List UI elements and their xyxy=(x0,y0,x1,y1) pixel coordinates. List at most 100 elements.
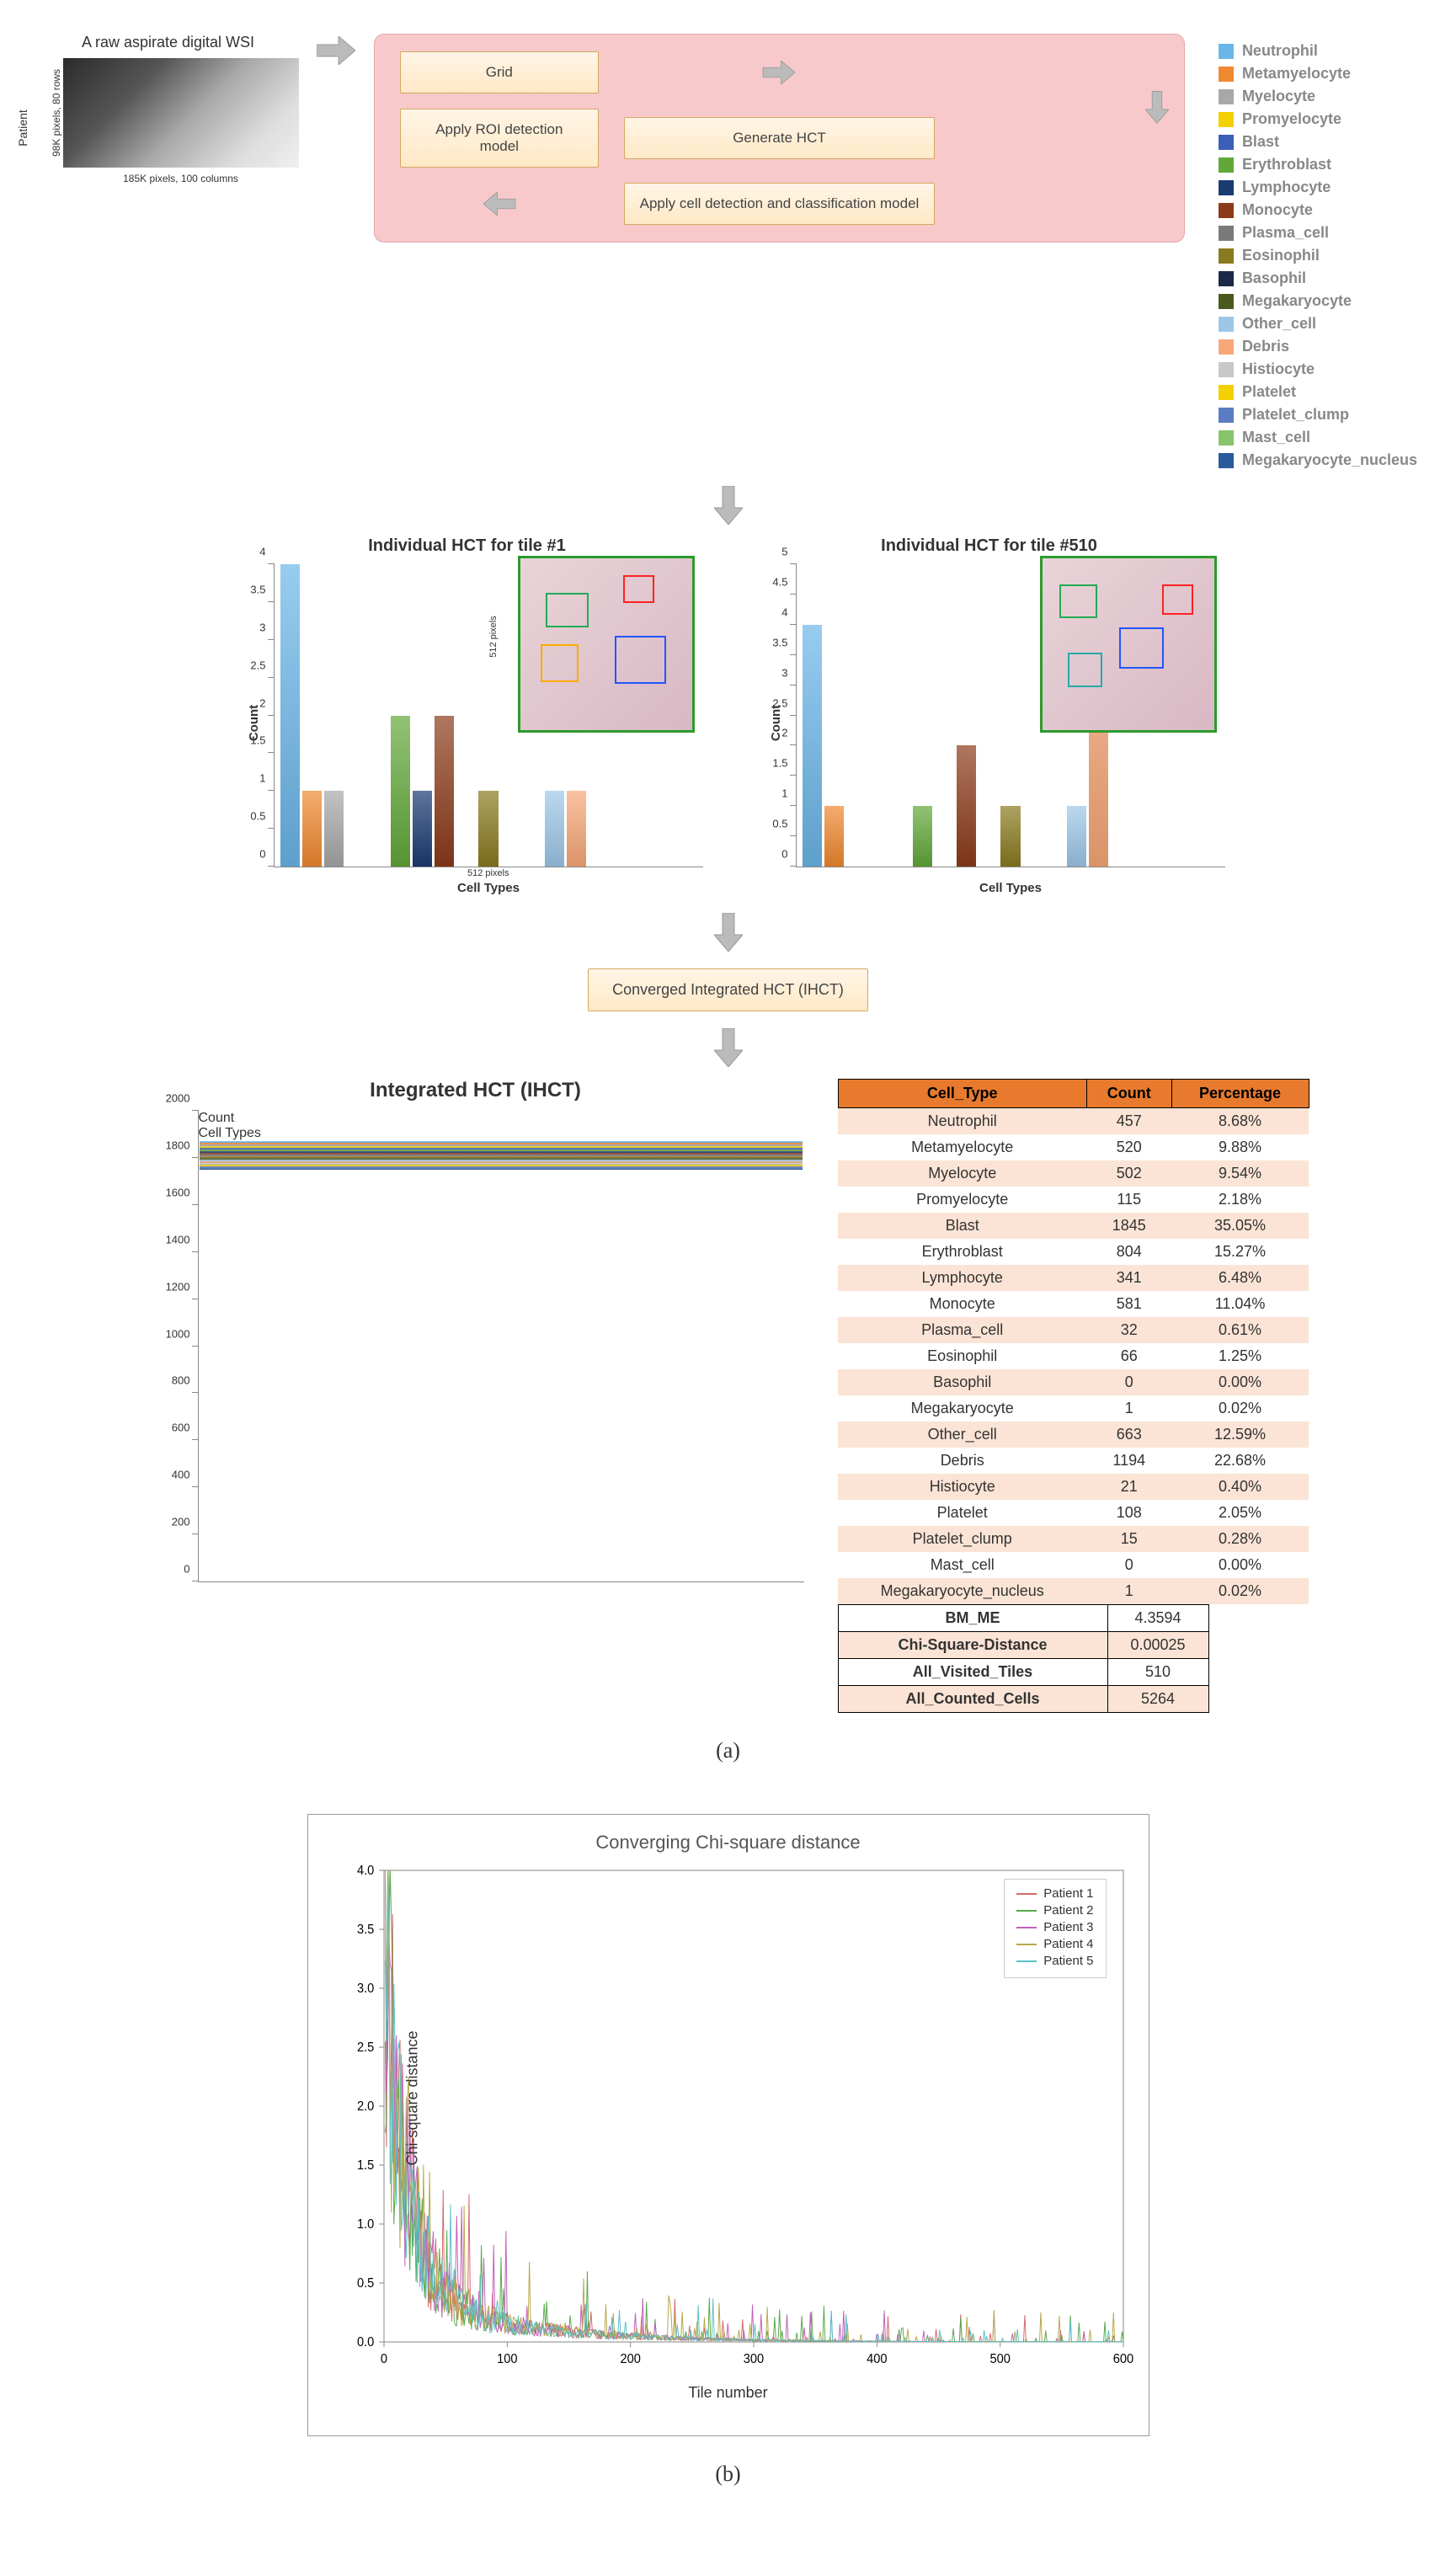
svg-text:0: 0 xyxy=(380,2351,387,2366)
legend-item: Erythroblast xyxy=(1219,156,1419,173)
hct510-xlabel: Cell Types xyxy=(979,881,1042,895)
table-cell: Erythroblast xyxy=(838,1239,1086,1265)
arrow-right-icon xyxy=(624,61,936,84)
table-row: Monocyte58111.04% xyxy=(838,1291,1309,1317)
ihct-xlabel: Cell Types xyxy=(199,1126,804,1141)
table-cell: 1194 xyxy=(1086,1448,1171,1474)
hct1-chart: Count Cell Types 512 pixels 512 pixels 0… xyxy=(274,564,703,867)
legend-label: Myelocyte xyxy=(1242,88,1315,105)
bar xyxy=(391,716,410,867)
figb-ylabel: Chi-square distance xyxy=(403,2030,421,2165)
ytick-label: 1 xyxy=(241,772,266,785)
arrow-down-icon xyxy=(38,913,1419,952)
table-cell: Blast xyxy=(838,1213,1086,1239)
summary-label: All_Visited_Tiles xyxy=(838,1659,1107,1686)
bar xyxy=(478,791,498,867)
table-cell: Lymphocyte xyxy=(838,1265,1086,1291)
table-row: Metamyelocyte5209.88% xyxy=(838,1134,1309,1160)
bar xyxy=(957,745,976,867)
legend-swatch xyxy=(1219,203,1234,218)
step-generate-hct: Generate HCT xyxy=(624,117,936,159)
ytick-label: 600 xyxy=(165,1422,190,1434)
line-legend-label: Patient 4 xyxy=(1043,1937,1093,1951)
table-row: Other_cell66312.59% xyxy=(838,1422,1309,1448)
bar xyxy=(1067,806,1086,867)
table-row: Promyelocyte1152.18% xyxy=(838,1187,1309,1213)
legend-item: Other_cell xyxy=(1219,315,1419,333)
ytick-label: 1000 xyxy=(165,1327,190,1340)
legend-swatch xyxy=(1219,453,1234,468)
svg-text:200: 200 xyxy=(620,2351,640,2366)
step-roi: Apply ROI detection model xyxy=(400,109,599,168)
ytick-label: 5 xyxy=(763,546,788,558)
legend-item: Plasma_cell xyxy=(1219,224,1419,242)
ytick-label: 3.5 xyxy=(763,636,788,648)
line-legend-item: Patient 5 xyxy=(1016,1954,1093,1968)
legend-label: Mast_cell xyxy=(1242,429,1310,446)
tile1-ylabel: 512 pixels xyxy=(488,616,499,658)
legend-item: Megakaryocyte xyxy=(1219,292,1419,310)
ihct-chart: Count Cell Types 02004006008001000120014… xyxy=(198,1111,804,1582)
ytick-label: 0 xyxy=(165,1563,190,1576)
bar xyxy=(803,625,822,867)
arrow-right-icon xyxy=(316,34,358,67)
summary-value: 510 xyxy=(1107,1659,1208,1686)
table-header: Percentage xyxy=(1171,1080,1309,1108)
table-row: Platelet_clump150.28% xyxy=(838,1526,1309,1552)
table-cell: 0 xyxy=(1086,1552,1171,1578)
table-row: Debris119422.68% xyxy=(838,1448,1309,1474)
table-cell: 0.00% xyxy=(1171,1552,1309,1578)
ytick-label: 200 xyxy=(165,1516,190,1528)
wsi-xlabel: 185K pixels, 100 columns xyxy=(63,173,299,184)
table-row: Eosinophil661.25% xyxy=(838,1343,1309,1369)
table-cell: 341 xyxy=(1086,1265,1171,1291)
legend-label: Megakaryocyte_nucleus xyxy=(1242,451,1417,469)
table-row: Neutrophil4578.68% xyxy=(838,1108,1309,1135)
legend-label: Megakaryocyte xyxy=(1242,292,1352,310)
summary-row: BM_ME4.3594 xyxy=(838,1605,1208,1632)
svg-text:2.0: 2.0 xyxy=(356,2099,373,2115)
table-cell: 520 xyxy=(1086,1134,1171,1160)
converge-box-wrap: Converged Integrated HCT (IHCT) xyxy=(38,968,1419,1011)
summary-row: Chi-Square-Distance0.00025 xyxy=(838,1632,1208,1659)
arrow-left-icon xyxy=(400,192,599,216)
line-swatch xyxy=(1016,1927,1037,1928)
table-row: Erythroblast80415.27% xyxy=(838,1239,1309,1265)
table-cell: 2.05% xyxy=(1171,1500,1309,1526)
line-legend-label: Patient 3 xyxy=(1043,1920,1093,1934)
patient-legend: Patient 1Patient 2Patient 3Patient 4Pati… xyxy=(1004,1879,1106,1978)
wsi-block: A raw aspirate digital WSI Patient 98K p… xyxy=(38,34,299,184)
summary-row: All_Counted_Cells5264 xyxy=(838,1686,1208,1713)
legend-item: Histiocyte xyxy=(1219,360,1419,378)
tile1-xlabel: 512 pixels xyxy=(467,868,509,878)
table-cell: 1 xyxy=(1086,1395,1171,1422)
legend-swatch xyxy=(1219,271,1234,286)
table-cell: 9.54% xyxy=(1171,1160,1309,1187)
figb-xlabel: Tile number xyxy=(333,2384,1123,2402)
ytick-label: 0 xyxy=(241,848,266,861)
ytick-label: 0 xyxy=(763,848,788,861)
table-cell: Debris xyxy=(838,1448,1086,1474)
table-row: Blast184535.05% xyxy=(838,1213,1309,1239)
summary-row: All_Visited_Tiles510 xyxy=(838,1659,1208,1686)
table-cell: 0.61% xyxy=(1171,1317,1309,1343)
table-cell: Megakaryocyte_nucleus xyxy=(838,1578,1086,1604)
table-row: Megakaryocyte10.02% xyxy=(838,1395,1309,1422)
table-cell: Plasma_cell xyxy=(838,1317,1086,1343)
table-cell: 1 xyxy=(1086,1578,1171,1604)
table-cell: 581 xyxy=(1086,1291,1171,1317)
legend-item: Megakaryocyte_nucleus xyxy=(1219,451,1419,469)
legend-item: Mast_cell xyxy=(1219,429,1419,446)
legend-item: Basophil xyxy=(1219,269,1419,287)
legend-label: Lymphocyte xyxy=(1242,179,1331,196)
legend-item: Debris xyxy=(1219,338,1419,355)
subfigure-label-a: (a) xyxy=(38,1738,1419,1763)
table-cell: 2.18% xyxy=(1171,1187,1309,1213)
legend-item: Metamyelocyte xyxy=(1219,65,1419,83)
ytick-label: 800 xyxy=(165,1374,190,1387)
hct1-title: Individual HCT for tile #1 xyxy=(232,536,703,556)
table-row: Mast_cell00.00% xyxy=(838,1552,1309,1578)
legend-swatch xyxy=(1219,362,1234,377)
ytick-label: 4.5 xyxy=(763,575,788,588)
legend-label: Erythroblast xyxy=(1242,156,1331,173)
